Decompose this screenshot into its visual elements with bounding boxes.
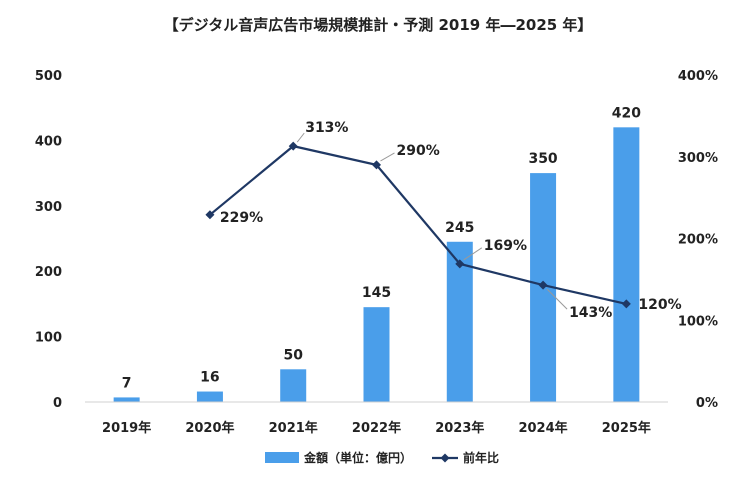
line-data-label: 143% (569, 305, 612, 321)
line-point-marker (205, 210, 215, 220)
y-right-tick-label: 200% (678, 233, 718, 248)
legend: 金額（単位：億円） 前年比 (265, 450, 499, 465)
bar (613, 127, 640, 402)
y-right-tick-label: 100% (678, 314, 718, 329)
line-point-marker (455, 259, 465, 269)
x-tick-label: 2019年 (102, 420, 151, 436)
x-tick-label: 2022年 (352, 420, 401, 436)
bar (196, 391, 223, 402)
x-tick-label: 2025年 (602, 420, 651, 436)
bar-series: 7 16 50 145 245 350 420 (113, 105, 641, 402)
line-data-label: 169% (484, 238, 527, 254)
line-data-label: 313% (305, 120, 348, 136)
bar (113, 397, 140, 402)
leader-line (546, 288, 568, 310)
bar-data-label: 16 (200, 370, 219, 386)
y-left-tick-label: 500 (35, 69, 62, 84)
leader-line (380, 152, 395, 162)
x-tick-label: 2024年 (518, 420, 567, 436)
legend-line-label: 前年比 (463, 450, 499, 465)
y-right-tick-label: 400% (678, 69, 718, 84)
line-data-label: 229% (220, 210, 263, 226)
leader-line (296, 132, 305, 143)
line-data-label: 120% (638, 297, 681, 313)
bar (446, 241, 473, 402)
y-left-tick-label: 400 (35, 134, 62, 149)
bar-data-label: 145 (362, 285, 391, 301)
line-point-marker (288, 141, 298, 151)
line-point-marker (621, 299, 631, 309)
bar-data-label: 7 (122, 375, 132, 391)
x-tick-label: 2023年 (435, 420, 484, 436)
x-tick-label: 2020年 (185, 420, 234, 436)
y-left-tick-label: 100 (35, 331, 62, 346)
bar-data-label: 350 (528, 151, 557, 167)
leader-line (463, 247, 483, 261)
bar (280, 369, 307, 402)
x-tick-label: 2021年 (269, 420, 318, 436)
line-path (209, 144, 627, 305)
axes: 0 100 200 300 400 500 0% 100% 200% 300% 400% 2019年 2… (35, 69, 718, 436)
chart-title: 【デジタル音声広告市場規模推計・予測 2019 年―2025 年】 (164, 16, 593, 34)
bar-data-label: 245 (445, 220, 474, 236)
bar-data-label: 50 (283, 347, 303, 363)
y-left-tick-label: 0 (53, 396, 62, 411)
bar (363, 307, 390, 402)
legend-bar-label: 金額（単位：億円） (303, 450, 412, 465)
bar-data-label: 420 (612, 105, 641, 121)
line-point-marker (538, 280, 548, 290)
y-left-tick-label: 300 (35, 200, 62, 215)
y-right-tick-label: 300% (678, 151, 718, 166)
line-data-label: 290% (397, 143, 440, 159)
line-point-marker (372, 160, 381, 170)
line-series: 229% 313% 290% 169% 143% 120% (205, 120, 682, 321)
legend-bar-swatch (265, 452, 299, 463)
legend-line-marker (440, 453, 450, 463)
y-right-tick-label: 0% (696, 396, 718, 411)
y-left-tick-label: 200 (35, 265, 62, 280)
